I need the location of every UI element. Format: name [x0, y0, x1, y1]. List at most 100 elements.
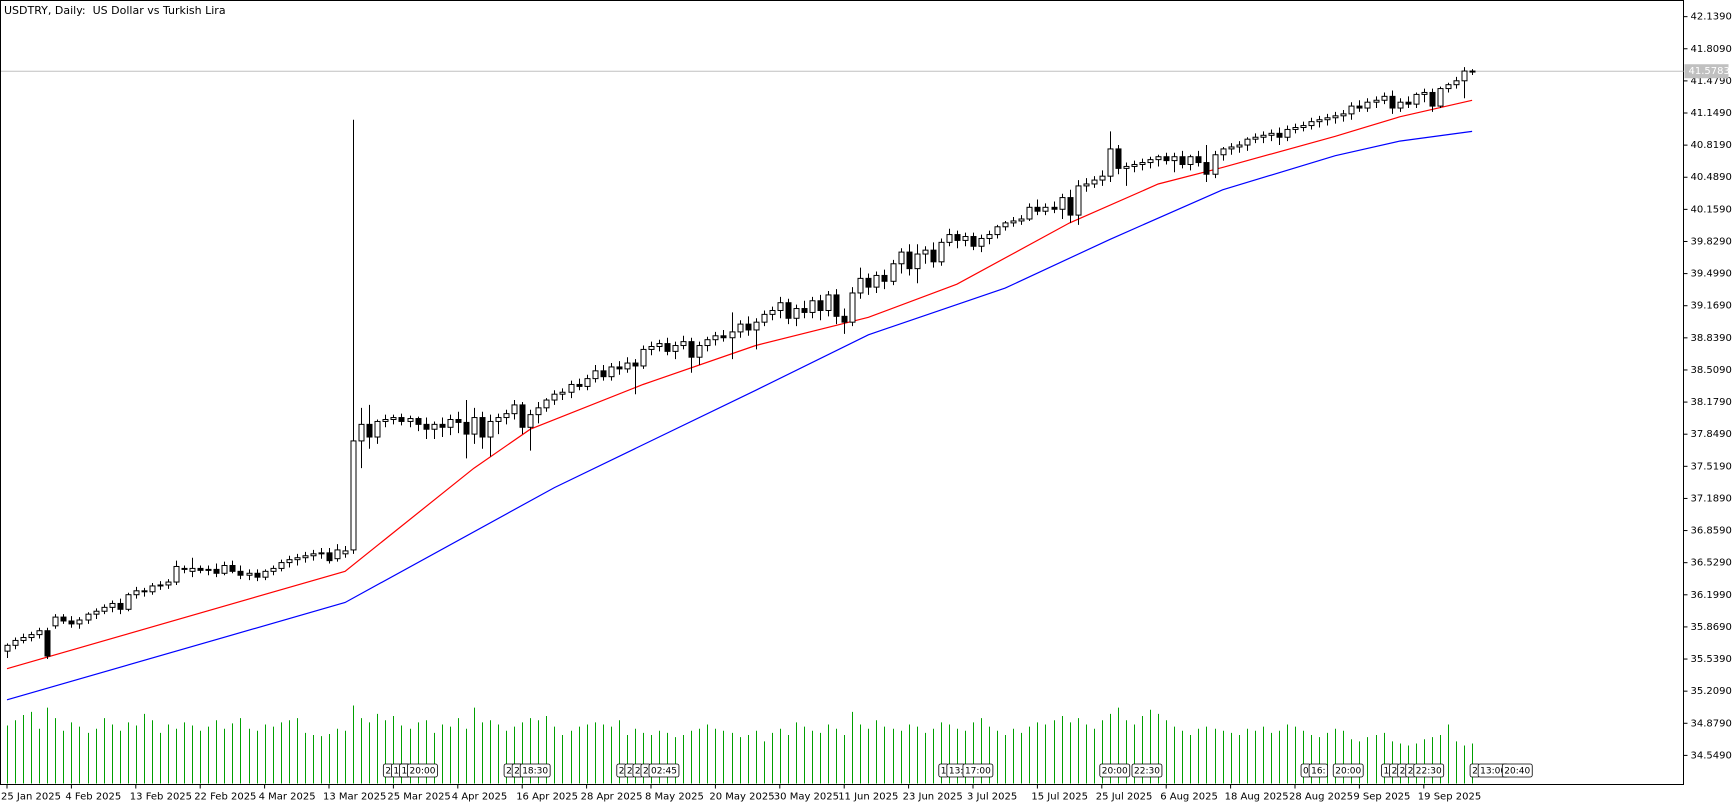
candle-body	[511, 404, 518, 415]
event-marker: 2	[624, 763, 635, 778]
event-label: 2	[627, 767, 633, 777]
candle-body	[1348, 105, 1355, 115]
candle-body	[1075, 185, 1082, 216]
candle-body	[28, 634, 35, 639]
candle-body	[237, 570, 244, 576]
candle-body	[551, 393, 558, 401]
candle-body	[1364, 101, 1371, 109]
candle-body	[12, 639, 19, 646]
y-tick-label: 36.1990	[1691, 590, 1732, 601]
candle-body	[447, 419, 454, 428]
candle-body	[1421, 91, 1428, 95]
candle-body	[52, 616, 59, 627]
event-marker: 22:30	[1413, 763, 1445, 778]
candle-body	[1123, 165, 1130, 169]
y-tick-label: 41.4790	[1691, 76, 1732, 87]
candle-body	[1461, 70, 1468, 82]
event-box	[962, 763, 994, 778]
candle-body	[600, 370, 607, 378]
x-tick-label: 23 Jun 2025	[903, 792, 963, 803]
candle-body	[1187, 156, 1194, 165]
candle-body	[310, 553, 317, 557]
event-label: 16:	[1311, 767, 1325, 777]
candle-body	[1147, 159, 1154, 164]
candle-body	[994, 226, 1001, 236]
candle-body	[1437, 88, 1444, 107]
candle-body	[865, 277, 872, 288]
candle-body	[624, 362, 631, 370]
candle-body	[1268, 132, 1275, 136]
candle-body	[423, 423, 430, 430]
candle-body	[857, 277, 864, 294]
candle-body	[141, 590, 148, 593]
candle-body	[922, 249, 929, 255]
candle-body	[1308, 121, 1315, 127]
candle-body	[648, 346, 655, 350]
candle-body	[189, 567, 196, 572]
candle-body	[342, 550, 349, 555]
x-tick-label: 18 Aug 2025	[1225, 792, 1289, 803]
candle-body	[632, 362, 639, 367]
candle-body	[640, 348, 647, 367]
event-box	[1501, 763, 1533, 778]
chart-title: USDTRY, Daily: US Dollar vs Turkish Lira	[4, 4, 226, 17]
candle-body	[1212, 154, 1219, 175]
candle-body	[36, 630, 43, 636]
candle-body	[270, 567, 277, 572]
moving-average-line	[6, 130, 1473, 701]
candle-body	[20, 637, 27, 641]
candle-body	[390, 417, 397, 421]
event-label: 13:	[949, 767, 963, 777]
candle-body	[1155, 156, 1162, 161]
candle-body	[664, 343, 671, 352]
candle-body	[1220, 148, 1227, 156]
candle-body	[761, 313, 768, 323]
candle-body	[1010, 220, 1017, 224]
x-tick-label: 25 Jul 2025	[1096, 792, 1153, 803]
y-tick-label: 37.1890	[1691, 493, 1732, 504]
candle-body	[1236, 144, 1243, 148]
candle-body	[181, 567, 188, 570]
candle-body	[1389, 95, 1396, 109]
candle-body	[1067, 197, 1074, 216]
event-marker: 17:00	[962, 763, 994, 778]
candle-body	[109, 602, 116, 608]
event-marker: 20:00	[1332, 763, 1364, 778]
candle-body	[1373, 99, 1380, 103]
y-tick-label: 39.8290	[1691, 236, 1732, 247]
candle-body	[101, 606, 108, 612]
plot-frame	[0, 0, 1684, 785]
current-price-label: 41.5783	[1689, 66, 1730, 77]
y-tick-label: 41.8090	[1691, 44, 1732, 55]
candle-body	[4, 644, 11, 652]
candle-body	[833, 294, 840, 317]
candle-body	[930, 249, 937, 263]
event-marker: 0	[1300, 763, 1312, 778]
candle-body	[229, 565, 236, 572]
y-tick-label: 40.8190	[1691, 140, 1732, 151]
candle-body	[704, 339, 711, 347]
candle-body	[720, 335, 727, 339]
event-marker: 02:45	[648, 763, 680, 778]
x-tick-label: 9 Sep 2025	[1353, 792, 1410, 803]
event-label: 1	[401, 767, 407, 777]
event-marker: 20:40	[1501, 763, 1533, 778]
candle-body	[809, 300, 816, 313]
candle-body	[1059, 197, 1066, 210]
candle-body	[1405, 101, 1412, 105]
event-label: 22:30	[1416, 767, 1442, 777]
y-tick-label: 36.8590	[1691, 526, 1732, 537]
x-tick-label: 4 Apr 2025	[452, 792, 507, 803]
candle-body	[777, 302, 784, 311]
candle-body	[946, 234, 953, 243]
candle-body	[1300, 125, 1307, 129]
candle-body	[954, 234, 961, 241]
event-label: 22:30	[1134, 767, 1160, 777]
candle-body	[286, 559, 293, 564]
candle-body	[205, 568, 212, 571]
candle-body	[60, 616, 67, 622]
candle-body	[1276, 132, 1283, 138]
event-box	[407, 763, 438, 778]
candle-body	[729, 331, 736, 339]
candle-body	[745, 323, 752, 331]
